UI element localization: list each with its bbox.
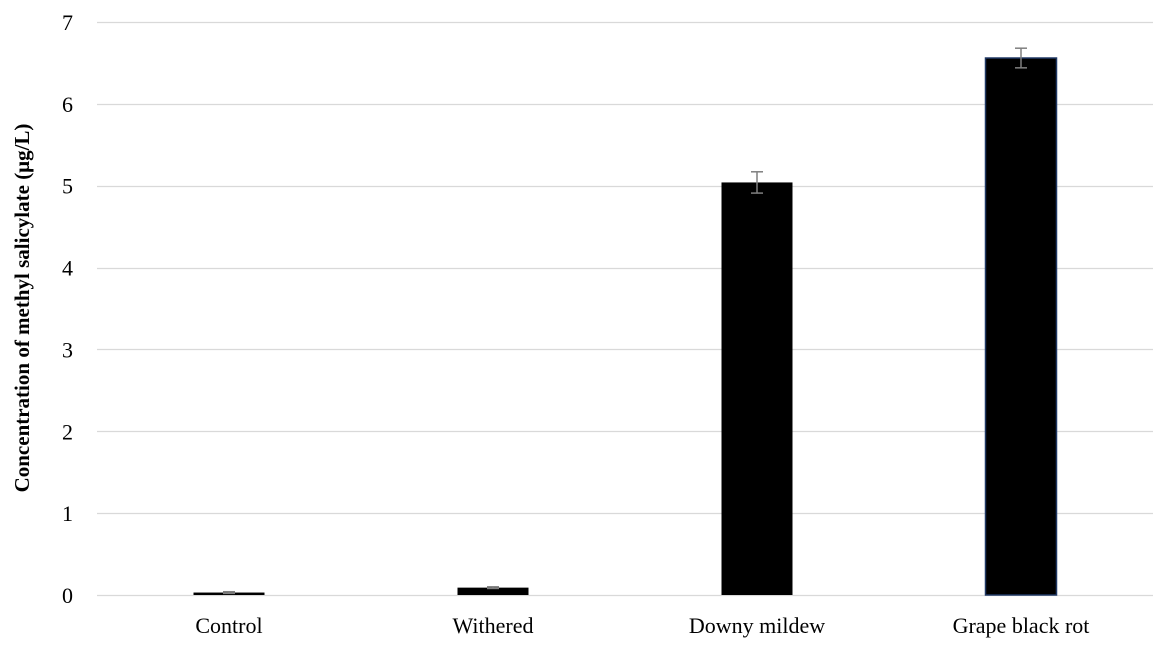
- y-tick-label: 6: [62, 92, 73, 117]
- bar-downy-mildew: [721, 182, 793, 595]
- y-tick-label: 5: [62, 174, 73, 199]
- y-tick-label: 7: [62, 10, 73, 35]
- y-tick-label: 1: [62, 501, 73, 526]
- y-axis-title: Concentration of methyl salicylate (μg/L…: [10, 124, 34, 493]
- y-tick-label: 3: [62, 337, 73, 362]
- x-tick-label: Downy mildew: [689, 613, 825, 638]
- bar-withered: [457, 587, 529, 595]
- x-tick-label: Control: [195, 613, 262, 638]
- bar-grape-black-rot: [984, 57, 1058, 596]
- bars: [193, 57, 1058, 596]
- y-tick-label: 4: [62, 256, 73, 281]
- error-bars: [223, 47, 1027, 595]
- x-tick-label: Withered: [453, 613, 534, 638]
- gridlines: [97, 21, 1153, 597]
- x-tick-label: Grape black rot: [953, 613, 1090, 638]
- y-tick-labels: 0 1 2 3 4 5 6 7: [62, 10, 73, 608]
- y-tick-label: 0: [62, 583, 73, 608]
- y-tick-label: 2: [62, 419, 73, 444]
- x-tick-labels: Control Withered Downy mildew Grape black r…: [195, 613, 1089, 638]
